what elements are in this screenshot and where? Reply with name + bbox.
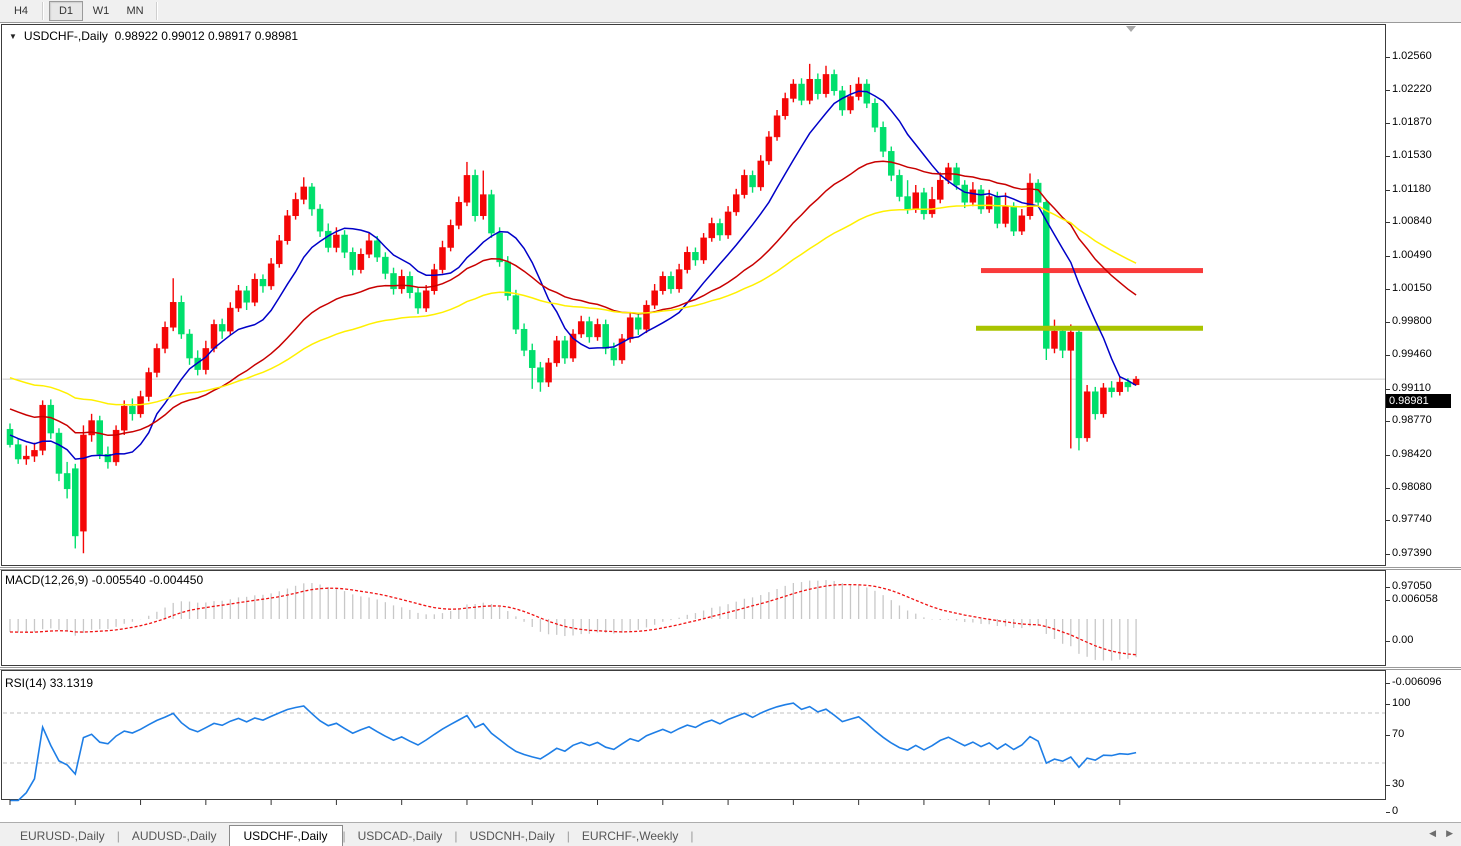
rsi-axis-label: 100 (1392, 697, 1411, 709)
price-axis-label: 1.01180 (1392, 182, 1431, 195)
tab-separator: | (690, 829, 694, 843)
price-axis-label: 0.98770 (1392, 414, 1432, 427)
chart-menu-triangle-icon[interactable]: ▼ (9, 32, 17, 41)
price-axis-label: 0.97390 (1392, 547, 1432, 560)
macd-indicator-label: MACD(12,26,9) -0.005540 -0.004450 (5, 573, 204, 587)
price-axis-label: 1.00840 (1392, 215, 1432, 228)
price-axis-label: 1.02220 (1392, 82, 1432, 95)
tab-separator: | (116, 829, 120, 843)
price-axis-label: 1.01870 (1392, 116, 1432, 129)
timeframe-toolbar: H4 D1 W1 MN (0, 0, 1461, 23)
price-axis-label: 0.99800 (1392, 315, 1432, 328)
chart-tab-usdcad[interactable]: USDCAD-,Daily (357, 829, 443, 843)
moving-average-30 (9, 160, 1137, 437)
timeframe-button-h4[interactable]: H4 (13, 5, 29, 17)
price-axis-label: 0.98080 (1392, 480, 1432, 493)
current-price-tag: 0.98981 (1386, 394, 1451, 409)
price-axis-label: 0.99460 (1392, 348, 1432, 361)
moving-average-10 (9, 90, 1137, 460)
chart-tab-usdcnh[interactable]: USDCNH-,Daily (469, 829, 555, 843)
tab-scroll-arrows: ◀ ▶ (1429, 828, 1453, 839)
macd-axis-label: 0.00 (1392, 634, 1414, 646)
chart-tab-eurusd[interactable]: EURUSD-,Daily (20, 829, 105, 843)
macd-axis-label: -0.006096 (1392, 675, 1442, 688)
chart-tabs-bar: EURUSD-,Daily | AUDUSD-,Daily USDCHF-,Daily… (0, 822, 1461, 846)
timeframe-button-mn[interactable]: MN (126, 5, 144, 17)
window-top-border (0, 22, 1461, 23)
price-axis-label: 0.97050 (1392, 579, 1432, 592)
rsi-indicator-label: RSI(14) 33.1319 (5, 676, 94, 690)
chart-shift-icon[interactable] (1126, 26, 1136, 32)
tab-scroll-right-icon[interactable]: ▶ (1446, 828, 1453, 838)
toolbar-separator (156, 2, 158, 20)
chart-symbol: USDCHF-,Daily (23, 29, 108, 43)
rsi-axis-label: 0 (1392, 805, 1399, 817)
chart-title: ▼ USDCHF-,Daily 0.98922 0.99012 0.98917 0… (9, 29, 298, 43)
rsi-axis-label: 70 (1392, 728, 1405, 740)
price-axis-label: 0.97740 (1392, 513, 1432, 526)
tab-scroll-left-icon[interactable]: ◀ (1429, 828, 1437, 838)
price-axis-label: 1.00490 (1392, 249, 1432, 262)
chart-tab-usdchf[interactable]: USDCHF-,Daily (228, 825, 343, 846)
chart-window[interactable]: ▼ USDCHF-,Daily 0.98922 0.99012 0.98917 0… (0, 22, 1461, 840)
chart-tab-eurchf[interactable]: EURCHF-,Weekly (581, 829, 679, 843)
price-axis-label: 1.00150 (1392, 281, 1432, 294)
price-axis-label: 0.99110 (1392, 381, 1431, 394)
tab-separator: | (566, 829, 570, 843)
timeframe-button-d1[interactable]: D1 (49, 1, 83, 21)
chart-tab-audusd[interactable]: AUDUSD-,Daily (131, 829, 217, 843)
price-axis-label: 1.02560 (1392, 50, 1432, 62)
rsi-axis-label: 30 (1392, 778, 1405, 790)
price-chart-canvas[interactable] (0, 22, 1461, 822)
tab-separator: | (454, 829, 458, 843)
moving-average-60 (9, 204, 1137, 406)
macd-axis-label: 0.006058 (1392, 592, 1438, 605)
price-axis-label: 1.01530 (1392, 149, 1432, 162)
toolbar-separator (42, 2, 44, 20)
price-axis-label: 0.98420 (1392, 448, 1432, 461)
resistance-line[interactable] (981, 268, 1203, 274)
tab-separator: | (342, 829, 346, 843)
support-line[interactable] (976, 325, 1203, 331)
chart-ohlc-values: 0.98922 0.99012 0.98917 0.98981 (114, 29, 299, 43)
timeframe-button-w1[interactable]: W1 (92, 5, 110, 17)
